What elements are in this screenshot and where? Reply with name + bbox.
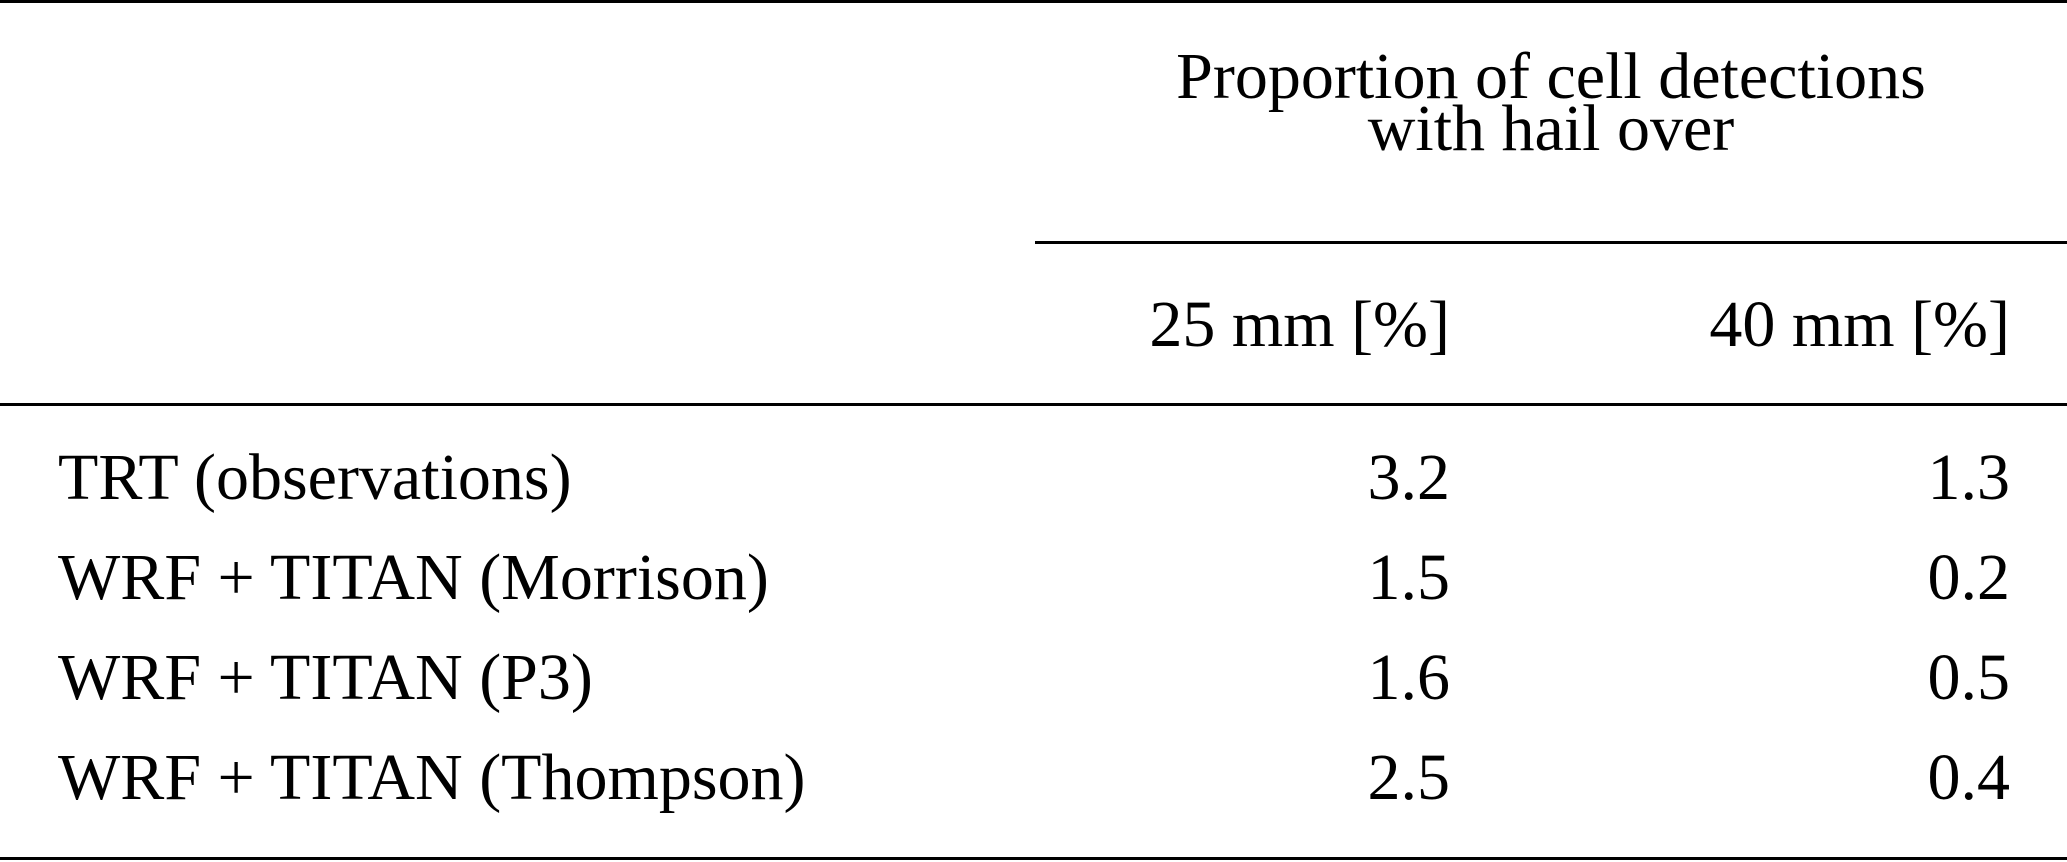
mid-rule	[0, 403, 2067, 406]
cell-value: 2.5	[1367, 741, 1451, 814]
group-header-line: Proportion of cell detections	[1176, 40, 1926, 113]
column-header: 25 mm [%]	[1149, 288, 1450, 361]
cell-value: 1.6	[1367, 641, 1451, 714]
group-rule	[1035, 241, 2067, 244]
cell-value: 0.2	[1927, 541, 2011, 614]
cell-value: 3.2	[1367, 441, 1451, 514]
column-header: 40 mm [%]	[1709, 288, 2010, 361]
group-header-line: with hail over	[1367, 92, 1735, 165]
row-label: WRF + TITAN (Morrison)	[58, 541, 769, 614]
row-label: WRF + TITAN (Thompson)	[58, 741, 806, 814]
top-rule	[0, 0, 2067, 3]
bottom-rule	[0, 857, 2067, 860]
cell-value: 1.3	[1927, 441, 2011, 514]
cell-value: 0.5	[1927, 641, 2011, 714]
row-label: WRF + TITAN (P3)	[58, 641, 593, 714]
cell-value: 0.4	[1927, 741, 2011, 814]
cell-value: 1.5	[1367, 541, 1451, 614]
row-label: TRT (observations)	[58, 441, 572, 514]
